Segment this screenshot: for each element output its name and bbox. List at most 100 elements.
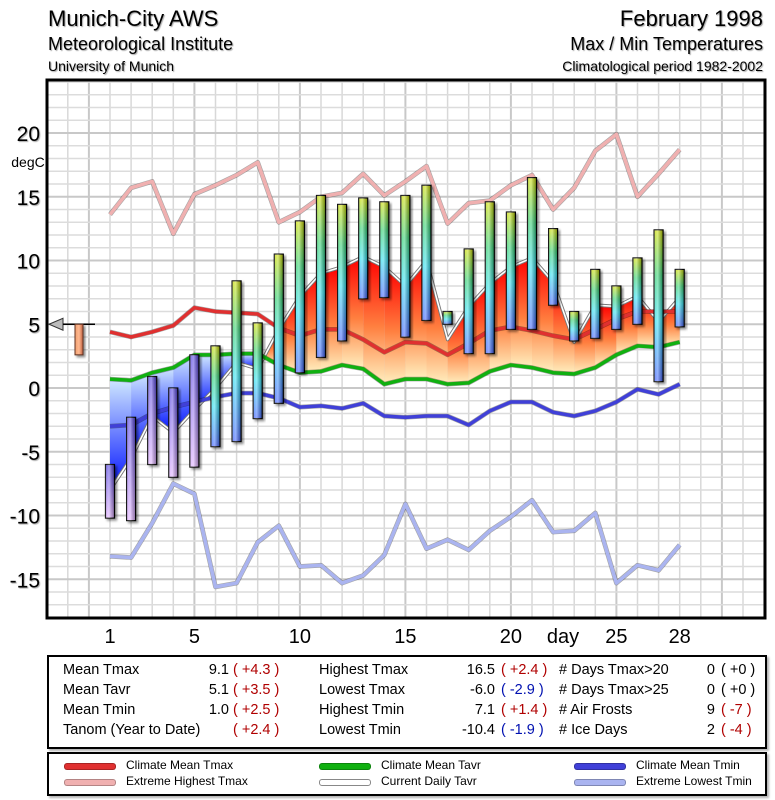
warm-anomaly-fill [342,256,364,369]
y-tick-label: 0 [28,378,40,401]
legend: Climate Mean Tmax Extreme Highest Tmax Cli… [47,752,767,796]
stat-label: # Days Tmax>25 [559,682,669,698]
day-bar [569,310,580,342]
cold-anomaly-fill [152,367,174,433]
month-title: February 1998 [619,6,763,31]
x-tick-label: 15 [394,626,416,648]
stat-value: -10.4 [461,722,495,738]
x-tick-label: 10 [289,626,311,648]
stat-value: 7.1 [474,702,495,718]
warm-anomaly-fill [384,266,406,385]
warm-anomaly-fill [278,296,300,373]
bar-highlight [633,257,642,325]
y-tick-label: 15 [17,187,40,210]
day-bar [442,310,453,325]
warm-anomaly-fill [468,283,490,383]
stat-label: Highest Tmin [319,702,405,718]
x-tick-label: 25 [605,626,627,648]
y-tick-label: -5 [21,442,40,465]
legend-swatch [64,779,116,786]
bar-highlight [675,269,685,327]
warm-anomaly-fill [363,256,385,385]
y-tick-label: 5 [28,314,40,337]
stat-value: 1.0 [208,702,229,718]
stat-label: # Ice Days [559,722,628,738]
stat-value: 0 [706,682,715,698]
cold-anomaly-fill [131,372,153,459]
bar-highlight [654,229,664,382]
stat-label: Mean Tmax [63,662,140,678]
tanom-bar-group [74,323,84,356]
stat-anomaly: ( +2.5 ) [233,702,280,718]
day-bar [210,345,221,448]
stat-anomaly: ( -7 ) [721,702,752,718]
stat-anomaly: ( -2.9 ) [501,682,544,698]
stat-anomaly: ( +2.4 ) [233,722,280,738]
day-bar [653,229,664,383]
bar-highlight [168,388,178,478]
day-bar [294,220,305,374]
day-bar [168,387,179,478]
legend-label: Climate Mean Tavr [381,758,481,772]
station-title: Munich-City AWS [48,6,219,31]
x-tick-label: 1 [104,626,115,648]
y-tick-label: 20 [17,123,40,146]
legend-swatch [574,779,626,786]
cold-anomaly-fill [236,353,258,369]
bar-highlight [358,198,368,299]
stat-value: 2 [706,722,715,738]
y-tick-label: -15 [10,569,40,592]
stat-anomaly: ( +4.3 ) [233,662,280,678]
day-bar [358,197,369,300]
day-bar [611,285,622,330]
x-tick-label: 5 [189,626,200,648]
plot-frame [45,78,767,620]
climate-mean-tavr-line [109,340,681,386]
stat-anomaly: ( +0 ) [721,682,756,698]
bar-highlight [211,345,220,447]
bar-highlight [316,195,326,358]
day-bar [189,354,200,468]
day-bar [379,201,390,299]
stat-value: 5.1 [208,682,229,698]
stat-anomaly: ( +3.5 ) [233,682,280,698]
warm-anomaly-fill [574,305,596,374]
extreme-highest-tmax-line [108,132,682,236]
warm-anomaly-fill [532,257,554,373]
warm-anomaly-fill [447,306,469,385]
bar-highlight [485,201,495,354]
extreme-lowest-tmin-line [109,481,682,589]
stat-label: Mean Tavr [63,682,131,698]
legend-label: Current Daily Tavr [381,774,477,788]
day-bar [505,211,516,330]
tanom-indicator [47,317,95,356]
day-bar [547,228,559,306]
day-bar [337,203,348,342]
bar-highlight [527,177,537,330]
day-bar [400,194,411,338]
warm-anomaly-fill [405,260,427,380]
warm-anomaly-fill [299,273,321,373]
day-bar [590,268,601,339]
bar-highlight [232,280,242,442]
legend-label: Climate Mean Tmin [636,758,740,772]
day-bar [484,201,495,355]
stat-label: # Days Tmax>20 [559,662,669,678]
bar-highlight [253,322,263,419]
cold-anomaly-fill [110,379,132,490]
day-bar [147,375,158,466]
stat-anomaly: ( -4 ) [721,722,752,738]
legend-swatch [64,763,116,770]
stat-label: Highest Tmax [319,662,409,678]
bar-highlight [189,354,199,468]
day-bar [231,280,242,443]
stat-anomaly: ( -1.9 ) [501,722,544,738]
climate-period: Climatological period 1982-2002 [562,58,763,74]
stat-label: Tanom (Year to Date) [63,722,201,738]
stat-anomaly: ( +2.4 ) [501,662,548,678]
stat-anomaly: ( +1.4 ) [501,702,548,718]
university-title: University of Munich [48,58,175,74]
legend-swatch [319,779,371,786]
warm-anomaly-fill [510,257,532,368]
